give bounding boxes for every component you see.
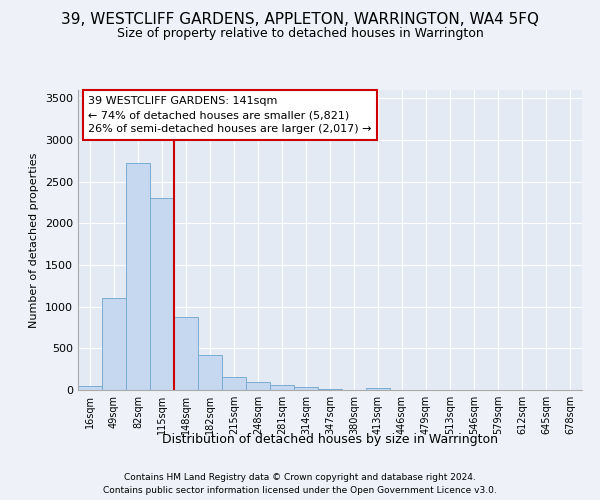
Bar bbox=[78, 386, 102, 390]
Bar bbox=[366, 388, 390, 390]
Text: Contains public sector information licensed under the Open Government Licence v3: Contains public sector information licen… bbox=[103, 486, 497, 495]
Bar bbox=[126, 164, 150, 390]
Text: Distribution of detached houses by size in Warrington: Distribution of detached houses by size … bbox=[162, 432, 498, 446]
Text: 39 WESTCLIFF GARDENS: 141sqm
← 74% of detached houses are smaller (5,821)
26% of: 39 WESTCLIFF GARDENS: 141sqm ← 74% of de… bbox=[88, 96, 371, 134]
Text: Size of property relative to detached houses in Warrington: Size of property relative to detached ho… bbox=[116, 28, 484, 40]
Bar bbox=[222, 376, 246, 390]
Text: 39, WESTCLIFF GARDENS, APPLETON, WARRINGTON, WA4 5FQ: 39, WESTCLIFF GARDENS, APPLETON, WARRING… bbox=[61, 12, 539, 28]
Bar bbox=[246, 382, 270, 390]
Bar bbox=[150, 198, 174, 390]
Bar bbox=[270, 385, 294, 390]
Y-axis label: Number of detached properties: Number of detached properties bbox=[29, 152, 40, 328]
Bar bbox=[174, 316, 198, 390]
Bar bbox=[318, 389, 342, 390]
Text: Contains HM Land Registry data © Crown copyright and database right 2024.: Contains HM Land Registry data © Crown c… bbox=[124, 472, 476, 482]
Bar bbox=[294, 386, 318, 390]
Bar bbox=[198, 355, 222, 390]
Bar bbox=[102, 298, 126, 390]
